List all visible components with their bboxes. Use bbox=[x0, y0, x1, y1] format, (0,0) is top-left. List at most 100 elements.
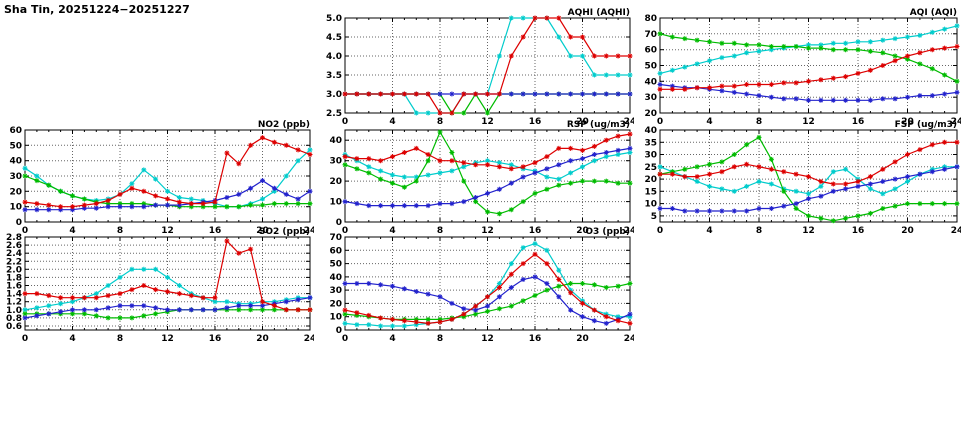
svg-text:4.5: 4.5 bbox=[326, 33, 342, 43]
svg-text:8: 8 bbox=[756, 226, 762, 236]
chart-fsp: 5 10 15 20 25 30 35 40 0 4 8 12 16 20 24 FSP (ug/m3) bbox=[635, 118, 961, 237]
svg-text:50: 50 bbox=[644, 62, 657, 72]
svg-text:0: 0 bbox=[22, 226, 28, 236]
svg-text:4: 4 bbox=[706, 226, 712, 236]
svg-text:24: 24 bbox=[304, 226, 314, 236]
svg-text:10: 10 bbox=[644, 200, 657, 210]
plot-no2: 0 10 20 30 40 50 60 0 4 8 12 16 20 24 NO2 (ppb) bbox=[9, 120, 314, 236]
svg-text:20: 20 bbox=[329, 177, 342, 187]
svg-text:35: 35 bbox=[644, 138, 657, 148]
svg-text:70: 70 bbox=[644, 30, 657, 40]
svg-text:0: 0 bbox=[16, 218, 22, 228]
svg-text:8: 8 bbox=[117, 226, 123, 236]
chart-so2: 0.6 0.8 1.0 1.2 1.4 1.6 1.8 2.0 2.2 2.4 2.6 2.8 0 4 8 1… bbox=[0, 225, 314, 345]
svg-text:16: 16 bbox=[209, 334, 222, 344]
svg-text:16: 16 bbox=[852, 226, 865, 236]
svg-text:0: 0 bbox=[342, 117, 348, 127]
svg-text:24: 24 bbox=[624, 334, 634, 344]
svg-text:16: 16 bbox=[529, 334, 542, 344]
svg-text:0.6: 0.6 bbox=[6, 322, 22, 332]
chart-aqi: 20 30 40 50 60 70 80 0 4 8 12 16 20 24 AQI (AQI) bbox=[635, 6, 961, 128]
svg-text:2.2: 2.2 bbox=[6, 257, 22, 267]
svg-text:0: 0 bbox=[336, 326, 342, 336]
svg-text:25: 25 bbox=[644, 163, 657, 173]
svg-text:2.0: 2.0 bbox=[6, 265, 22, 275]
svg-text:40: 40 bbox=[329, 273, 342, 283]
svg-text:30: 30 bbox=[329, 157, 342, 167]
svg-text:20: 20 bbox=[256, 334, 269, 344]
svg-text:24: 24 bbox=[304, 334, 314, 344]
svg-text:8: 8 bbox=[756, 117, 762, 127]
svg-text:30: 30 bbox=[644, 93, 657, 103]
svg-text:4.0: 4.0 bbox=[326, 52, 342, 62]
svg-text:24: 24 bbox=[624, 226, 634, 236]
svg-text:12: 12 bbox=[802, 117, 815, 127]
svg-text:10: 10 bbox=[329, 198, 342, 208]
svg-text:AQI (AQI): AQI (AQI) bbox=[910, 8, 957, 18]
svg-text:20: 20 bbox=[576, 117, 589, 127]
svg-text:4: 4 bbox=[389, 334, 395, 344]
svg-text:20: 20 bbox=[644, 109, 657, 119]
svg-text:20: 20 bbox=[644, 175, 657, 185]
svg-text:16: 16 bbox=[852, 117, 865, 127]
svg-text:30: 30 bbox=[329, 286, 342, 296]
svg-text:8: 8 bbox=[437, 334, 443, 344]
plot-aqi: 20 30 40 50 60 70 80 0 4 8 12 16 20 24 AQI (AQI) bbox=[644, 8, 961, 127]
svg-text:50: 50 bbox=[9, 141, 22, 151]
svg-text:24: 24 bbox=[624, 117, 634, 127]
svg-text:20: 20 bbox=[901, 117, 914, 127]
svg-text:20: 20 bbox=[901, 226, 914, 236]
plot-aqhi: 2.5 3.0 3.5 4.0 4.5 5.0 0 4 8 12 16 20 24 AQHI (AQHI) bbox=[326, 8, 634, 127]
svg-text:4: 4 bbox=[706, 117, 712, 127]
svg-text:4: 4 bbox=[69, 334, 75, 344]
svg-text:30: 30 bbox=[9, 172, 22, 182]
svg-text:8: 8 bbox=[117, 334, 123, 344]
svg-text:60: 60 bbox=[329, 246, 342, 256]
svg-text:20: 20 bbox=[256, 226, 269, 236]
svg-text:1.0: 1.0 bbox=[6, 306, 22, 316]
svg-text:30: 30 bbox=[644, 151, 657, 161]
svg-text:8: 8 bbox=[437, 117, 443, 127]
svg-text:AQHI (AQHI): AQHI (AQHI) bbox=[568, 8, 630, 18]
svg-text:2.5: 2.5 bbox=[326, 109, 342, 119]
svg-text:12: 12 bbox=[161, 226, 174, 236]
svg-text:0.8: 0.8 bbox=[6, 314, 22, 324]
svg-text:0: 0 bbox=[657, 117, 663, 127]
svg-text:0: 0 bbox=[22, 334, 28, 344]
svg-text:4: 4 bbox=[69, 226, 75, 236]
svg-text:0: 0 bbox=[342, 334, 348, 344]
svg-text:0: 0 bbox=[336, 218, 342, 228]
chart-o3: 0 10 20 30 40 50 60 70 0 4 8 12 16 20 24 O3 (ppb) bbox=[320, 225, 634, 345]
chart-aqhi: 2.5 3.0 3.5 4.0 4.5 5.0 0 4 8 12 16 20 24 AQHI (AQHI) bbox=[320, 6, 634, 128]
svg-text:8: 8 bbox=[437, 226, 443, 236]
svg-text:20: 20 bbox=[329, 299, 342, 309]
svg-text:10: 10 bbox=[329, 313, 342, 323]
svg-text:4: 4 bbox=[389, 226, 395, 236]
svg-text:50: 50 bbox=[329, 260, 342, 270]
svg-text:40: 40 bbox=[9, 157, 22, 167]
svg-text:2.4: 2.4 bbox=[6, 249, 22, 259]
svg-text:3.5: 3.5 bbox=[326, 71, 342, 81]
svg-text:1.8: 1.8 bbox=[6, 273, 22, 283]
chart-rsp: 0 10 20 30 40 0 4 8 12 16 20 24 RSP (ug/m3) bbox=[320, 118, 634, 237]
svg-text:16: 16 bbox=[529, 226, 542, 236]
chart-no2: 0 10 20 30 40 50 60 0 4 8 12 16 20 24 NO2 (ppb) bbox=[0, 118, 314, 237]
svg-text:1.2: 1.2 bbox=[6, 298, 22, 308]
svg-text:60: 60 bbox=[644, 46, 657, 56]
svg-text:12: 12 bbox=[802, 226, 815, 236]
svg-text:70: 70 bbox=[329, 233, 342, 243]
svg-text:40: 40 bbox=[329, 136, 342, 146]
svg-text:20: 20 bbox=[576, 226, 589, 236]
svg-text:12: 12 bbox=[481, 117, 494, 127]
svg-text:20: 20 bbox=[576, 334, 589, 344]
svg-text:12: 12 bbox=[481, 226, 494, 236]
svg-text:1.4: 1.4 bbox=[6, 290, 22, 300]
svg-text:O3 (ppb): O3 (ppb) bbox=[585, 227, 630, 237]
svg-text:80: 80 bbox=[644, 14, 657, 24]
svg-text:0: 0 bbox=[342, 226, 348, 236]
svg-text:16: 16 bbox=[529, 117, 542, 127]
svg-text:20: 20 bbox=[9, 187, 22, 197]
